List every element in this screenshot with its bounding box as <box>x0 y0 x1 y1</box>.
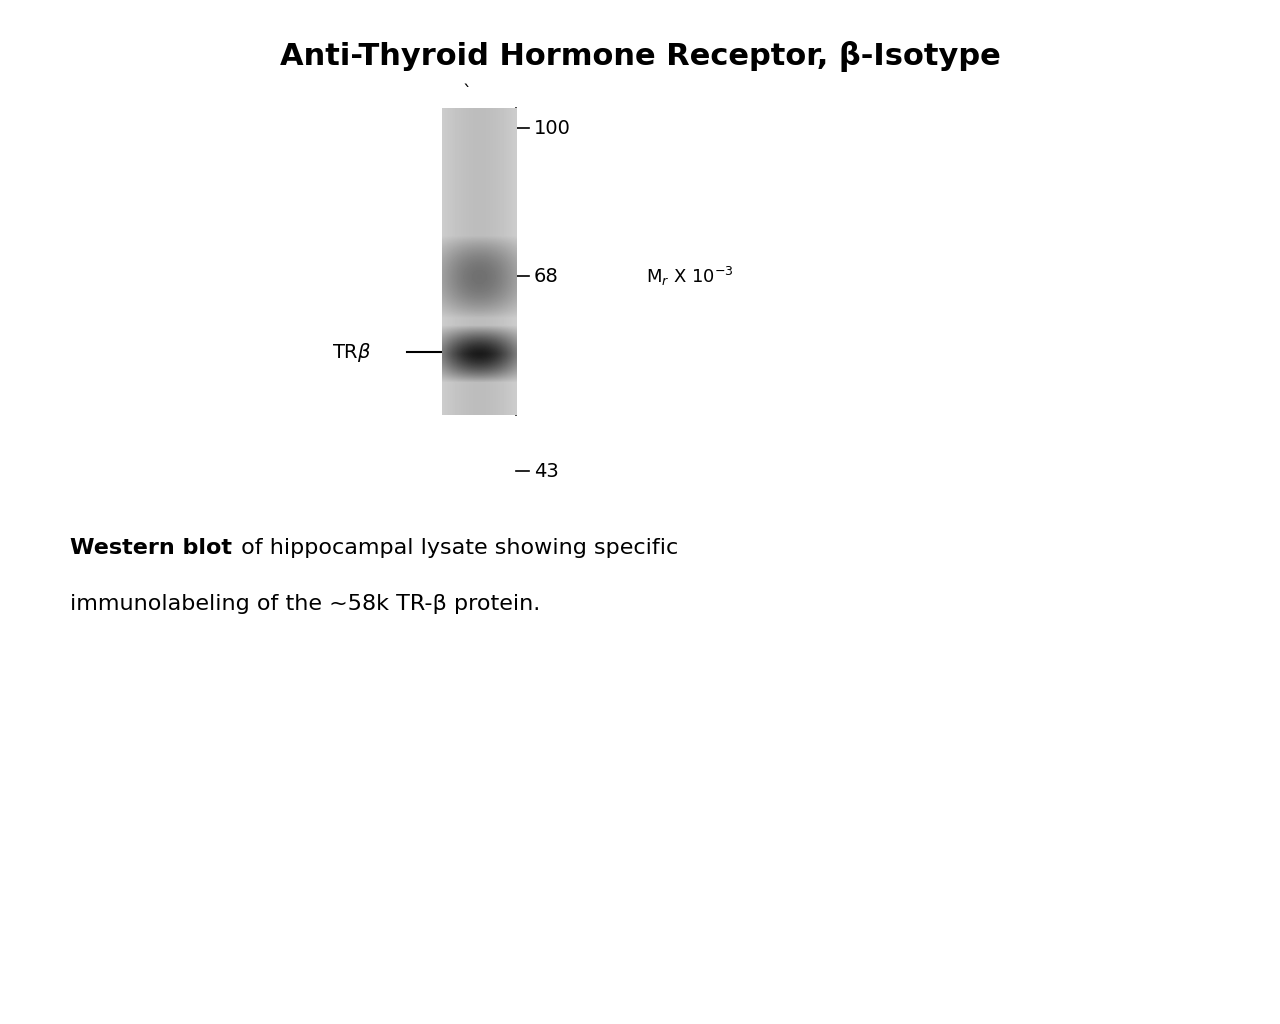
Text: Anti-Thyroid Hormone Receptor, β-Isotype: Anti-Thyroid Hormone Receptor, β-Isotype <box>279 41 1001 72</box>
Text: 100: 100 <box>534 119 571 137</box>
Text: Western blot: Western blot <box>70 538 233 558</box>
Text: TR$\beta$: TR$\beta$ <box>332 341 371 364</box>
Text: 68: 68 <box>534 267 558 286</box>
Text: M$_r$ X 10$^{-3}$: M$_r$ X 10$^{-3}$ <box>646 265 735 288</box>
Text: ˋ: ˋ <box>462 84 472 102</box>
Text: immunolabeling of the ~58k TR-β protein.: immunolabeling of the ~58k TR-β protein. <box>70 594 540 614</box>
Text: of hippocampal lysate showing specific: of hippocampal lysate showing specific <box>234 538 678 558</box>
Text: 43: 43 <box>534 462 558 480</box>
